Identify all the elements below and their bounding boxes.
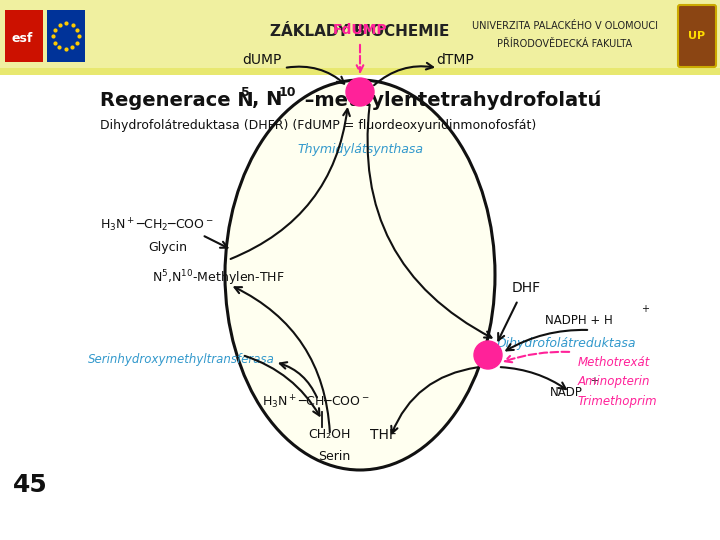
Text: +: + — [590, 376, 598, 386]
Text: dUMP: dUMP — [243, 53, 282, 67]
Text: FdUMP: FdUMP — [333, 23, 387, 37]
Circle shape — [474, 341, 502, 369]
Text: Serin: Serin — [318, 450, 350, 463]
Text: esf: esf — [11, 31, 32, 44]
Text: DHF: DHF — [512, 281, 541, 295]
Text: , N: , N — [252, 91, 282, 110]
Circle shape — [346, 78, 374, 106]
Text: 10: 10 — [279, 85, 297, 98]
Text: H$_3$N$^+$─CH$_2$─COO$^-$: H$_3$N$^+$─CH$_2$─COO$^-$ — [100, 217, 214, 234]
Text: ZÁKLADY BIOCHEMIE: ZÁKLADY BIOCHEMIE — [270, 24, 450, 39]
Text: NADPH + H: NADPH + H — [545, 314, 613, 327]
Text: 45: 45 — [13, 473, 48, 497]
Text: H$_3$N$^+$─CH─COO$^-$: H$_3$N$^+$─CH─COO$^-$ — [262, 393, 370, 411]
FancyBboxPatch shape — [678, 5, 716, 67]
Text: N$^5$,N$^{10}$-Methylen-THF: N$^5$,N$^{10}$-Methylen-THF — [152, 268, 284, 288]
Text: PŘÍRODOVĚDECKÁ FAKULTA: PŘÍRODOVĚDECKÁ FAKULTA — [498, 39, 633, 49]
Text: dTMP: dTMP — [436, 53, 474, 67]
Text: Regenerace N: Regenerace N — [100, 91, 253, 110]
Text: Thymidylátsynthasa: Thymidylátsynthasa — [297, 144, 423, 157]
Text: Serinhydroxymethyltransferasa: Serinhydroxymethyltransferasa — [88, 354, 275, 367]
Text: –methylentetrahydrofolatú: –methylentetrahydrofolatú — [298, 90, 601, 110]
Text: NADP: NADP — [550, 386, 583, 399]
Ellipse shape — [225, 80, 495, 470]
Text: Trimethoprim: Trimethoprim — [578, 395, 657, 408]
Text: CH₂OH: CH₂OH — [308, 429, 351, 442]
Text: +: + — [641, 304, 649, 314]
Text: Methotrexát: Methotrexát — [578, 355, 650, 368]
Bar — [0, 0, 720, 68]
Text: Glycin: Glycin — [148, 240, 187, 253]
Bar — [5, 10, 43, 62]
Text: UP: UP — [688, 31, 706, 41]
Bar — [47, 10, 85, 62]
Text: UNIVERZITA PALACKÉHO V OLOMOUCI: UNIVERZITA PALACKÉHO V OLOMOUCI — [472, 21, 658, 31]
Text: Dihydrofolátreduktasa: Dihydrofolátreduktasa — [497, 336, 636, 349]
Text: THF: THF — [370, 428, 397, 442]
Text: Aminopterin: Aminopterin — [578, 375, 650, 388]
Text: 5: 5 — [241, 85, 250, 98]
Bar — [0, 68, 720, 75]
Text: Dihydrofolátreduktasa (DHFR) (FdUMP = fluordeoxyuridinmonofosfát): Dihydrofolátreduktasa (DHFR) (FdUMP = fl… — [100, 118, 536, 132]
